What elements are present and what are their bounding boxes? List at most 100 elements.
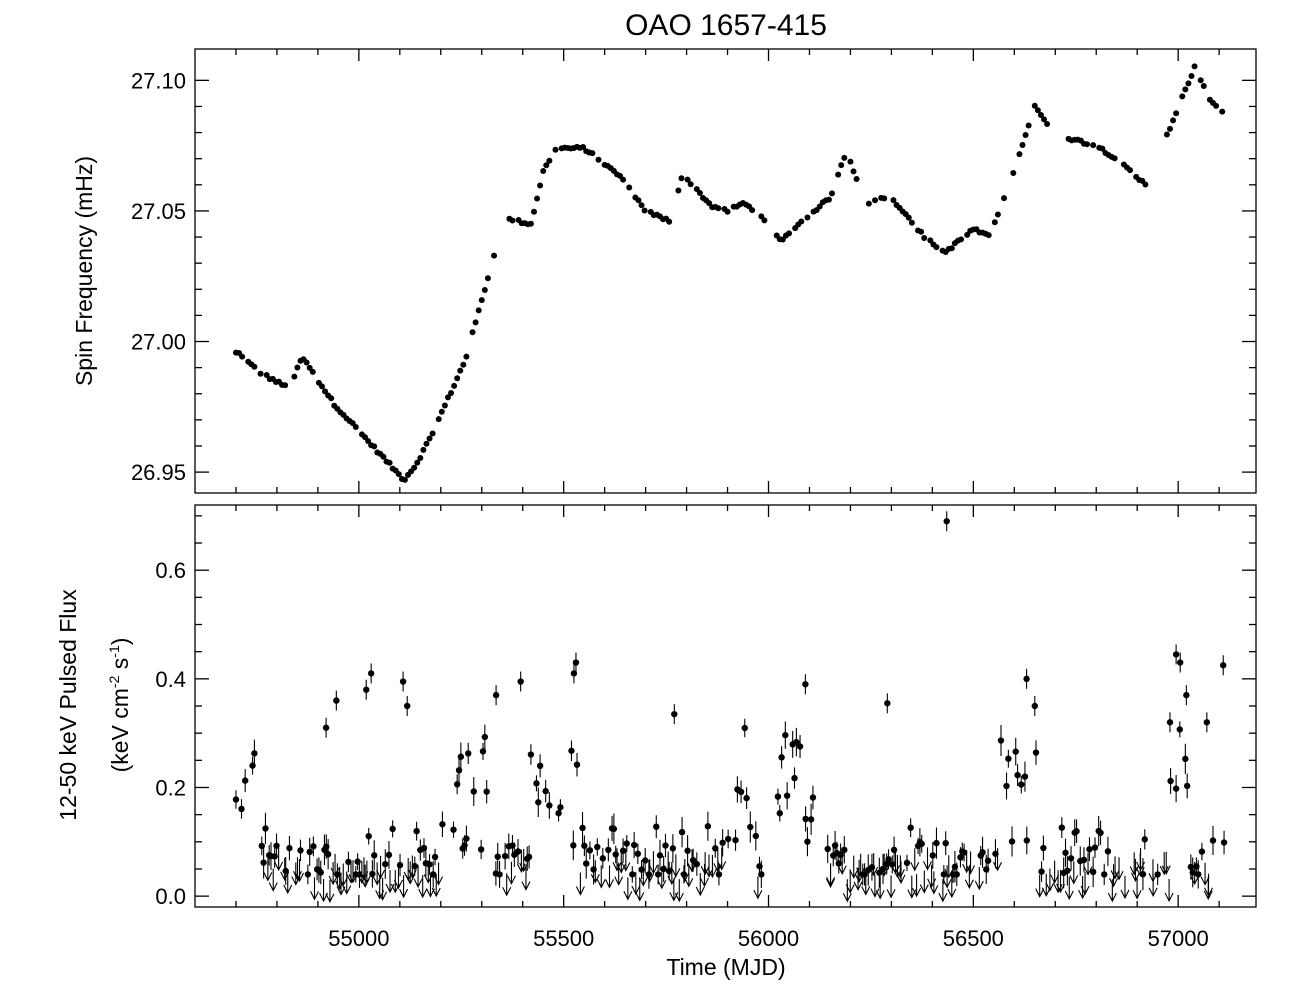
flux-point	[719, 839, 726, 846]
spin-point	[580, 144, 587, 151]
spin-point	[352, 423, 359, 430]
upper-limit-arrow	[895, 855, 905, 879]
flux-point	[743, 794, 750, 802]
upper-limit-arrow	[283, 870, 293, 895]
spin-point	[1037, 111, 1044, 118]
spin-point	[484, 275, 491, 282]
flux-point	[527, 751, 535, 758]
flux-point	[984, 857, 992, 864]
flux-point	[796, 743, 804, 750]
unit-exp-cm: -2	[106, 675, 122, 688]
spin-point	[429, 430, 436, 437]
flux-point	[1031, 702, 1038, 710]
flux-point	[385, 851, 393, 859]
spin-point	[918, 228, 925, 235]
upper-limit-arrow	[929, 871, 939, 895]
upper-limit-arrow	[964, 865, 974, 889]
flux-point	[1209, 837, 1217, 844]
upper-limit-arrow	[268, 868, 278, 892]
flux-point	[262, 825, 269, 832]
upper-limit-arrow	[521, 867, 531, 891]
spin-point	[420, 446, 427, 453]
upper-limit-arrow	[947, 874, 957, 899]
flux-point	[465, 750, 472, 757]
upper-limit-arrow	[425, 874, 435, 898]
x-tick-label: 56500	[943, 926, 1004, 951]
spin-point	[472, 319, 479, 326]
upper-limit-arrow	[938, 879, 948, 903]
upper-limit-arrow	[631, 871, 641, 896]
spin-point	[958, 236, 965, 243]
upper-limit-arrow	[612, 848, 622, 872]
spin-point	[1001, 195, 1008, 202]
spin-point	[509, 217, 516, 224]
flux-point	[1203, 719, 1211, 726]
spin-point	[478, 297, 485, 304]
flux-point	[1167, 777, 1174, 785]
spin-point	[853, 176, 860, 183]
flux-point	[884, 700, 891, 707]
flux-point	[1023, 837, 1030, 844]
spin-point	[1197, 77, 1204, 84]
spin-point	[847, 158, 854, 165]
flux-point	[450, 826, 457, 833]
flux-point	[737, 788, 745, 796]
flux-point	[1008, 838, 1016, 845]
spin-point	[595, 156, 602, 163]
spin-point	[1200, 83, 1207, 90]
flux-point	[669, 845, 677, 852]
spin-point	[395, 471, 402, 478]
spin-point	[318, 383, 325, 390]
flux-point	[404, 702, 411, 710]
upper-limit-arrow	[519, 849, 529, 873]
upper-limit-arrow	[502, 873, 512, 897]
upper-limit-arrow	[837, 851, 847, 875]
upper-limit-arrow	[707, 854, 717, 879]
upper-limit-arrow	[645, 859, 655, 883]
flux-point	[654, 871, 662, 878]
spin-point	[761, 217, 768, 224]
spin-point	[715, 205, 722, 212]
upper-limit-arrow	[1132, 876, 1142, 900]
spin-point	[641, 207, 648, 214]
flux-point	[724, 835, 732, 843]
upper-limit-arrow	[753, 876, 763, 900]
y-tick-label: 0.6	[155, 558, 186, 583]
spin-point	[1163, 131, 1170, 138]
upper-limit-arrow	[638, 863, 648, 887]
upper-limit-arrow	[919, 870, 929, 894]
upper-limit-arrow	[274, 847, 284, 872]
flux-point	[573, 761, 581, 768]
spin-point	[1111, 155, 1118, 162]
flux-point	[297, 847, 304, 854]
flux-point	[479, 748, 487, 755]
flux-point	[824, 845, 831, 853]
upper-limit-arrow	[319, 878, 329, 903]
flux-point	[1089, 868, 1097, 876]
pulsed-flux-series	[232, 511, 1228, 904]
flux-point	[501, 852, 509, 860]
flux-point	[568, 747, 575, 754]
upper-limit-arrow	[704, 854, 714, 878]
flux-point	[841, 846, 848, 854]
flux-point	[463, 835, 470, 842]
upper-limit-arrow	[1148, 873, 1158, 898]
flux-point	[579, 824, 586, 832]
flux-point	[333, 697, 340, 704]
flux-point	[1139, 870, 1147, 878]
spin-point	[537, 182, 544, 189]
flux-point	[782, 731, 789, 739]
spin-frequency-series	[232, 63, 1226, 483]
flux-point	[232, 796, 240, 803]
unit-exp-s: -1	[106, 645, 122, 658]
upper-limit-arrow	[413, 864, 423, 889]
spin-point	[1127, 167, 1134, 174]
upper-limit-arrow	[575, 872, 585, 896]
spin-point	[1170, 117, 1177, 124]
spin-point	[294, 364, 301, 371]
spin-point	[435, 416, 442, 423]
spin-point	[994, 211, 1001, 218]
upper-limit-arrow	[605, 865, 614, 889]
flux-point	[1012, 748, 1019, 755]
